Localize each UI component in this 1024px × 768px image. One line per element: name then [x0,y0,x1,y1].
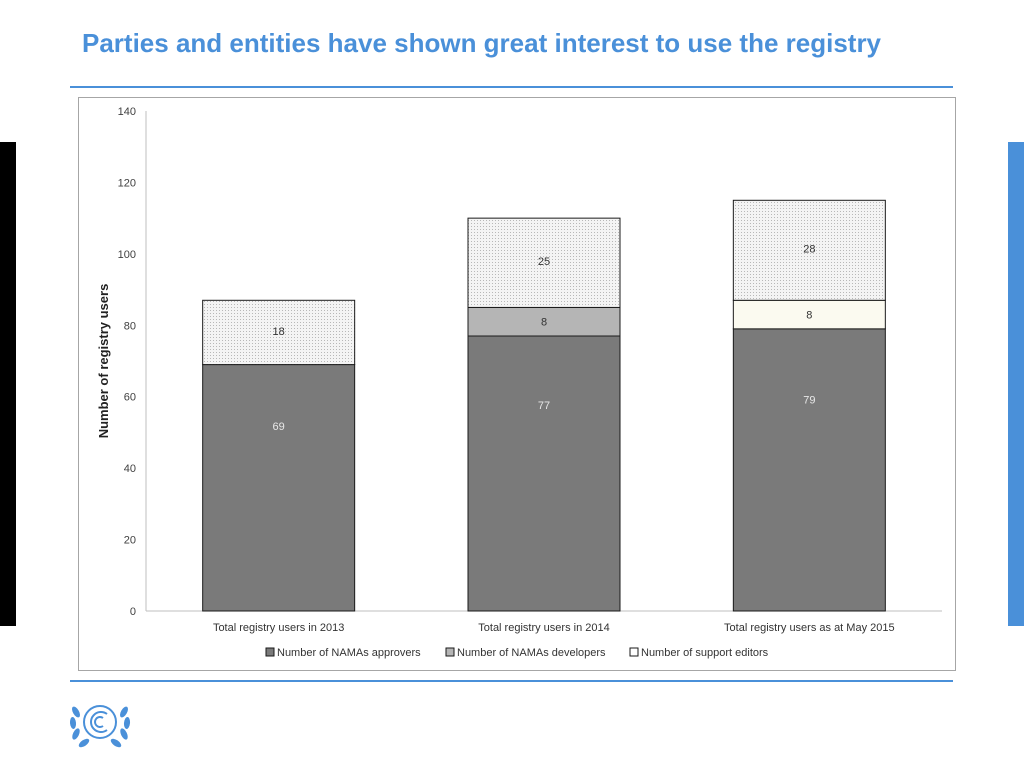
bar-segment [467,335,621,612]
footer-rule [70,680,953,682]
y-tick-label: 80 [124,320,136,332]
data-label: 69 [273,421,285,433]
bar-segment [202,299,356,366]
legend-label: Number of NAMAs approvers [277,647,421,659]
bar-segment [467,217,621,308]
y-axis-title: Number of registry users [96,284,111,439]
bar-segment [732,199,886,301]
y-tick-label: 140 [118,106,136,118]
x-tick-label: Total registry users as at May 2015 [724,622,895,634]
data-label: 77 [538,400,550,412]
data-label: 28 [803,243,815,255]
x-tick-label: Total registry users in 2013 [213,622,344,634]
data-label: 18 [273,326,285,338]
legend-swatch [265,647,275,657]
y-tick-label: 120 [118,177,136,189]
right-edge-bar [1008,142,1024,626]
bar-segment [202,364,356,612]
unfccc-logo [69,705,131,748]
bar-segment [732,328,886,612]
y-tick-label: 40 [124,463,136,475]
legend-label: Number of NAMAs developers [457,647,606,659]
y-tick-label: 20 [124,535,136,547]
slide-title: Parties and entities have shown great in… [82,28,882,58]
left-edge-bar [0,142,16,626]
bar-segment [467,306,621,337]
title-underline [70,86,953,88]
y-tick-label: 0 [130,606,136,618]
y-tick-label: 60 [124,392,136,404]
data-label: 8 [541,317,547,329]
data-label: 25 [538,256,550,268]
legend-label: Number of support editors [641,647,769,659]
stacked-bar-chart: 0 20 40 60 80 100 120 140 Number of registry use… [96,106,942,659]
legend-swatch [629,647,639,657]
x-tick-label: Total registry users in 2014 [478,622,609,634]
bar-segment [732,299,886,330]
data-label: 79 [803,394,815,406]
y-tick-label: 100 [118,249,136,261]
data-label: 8 [806,310,812,322]
legend-swatch [445,647,455,657]
